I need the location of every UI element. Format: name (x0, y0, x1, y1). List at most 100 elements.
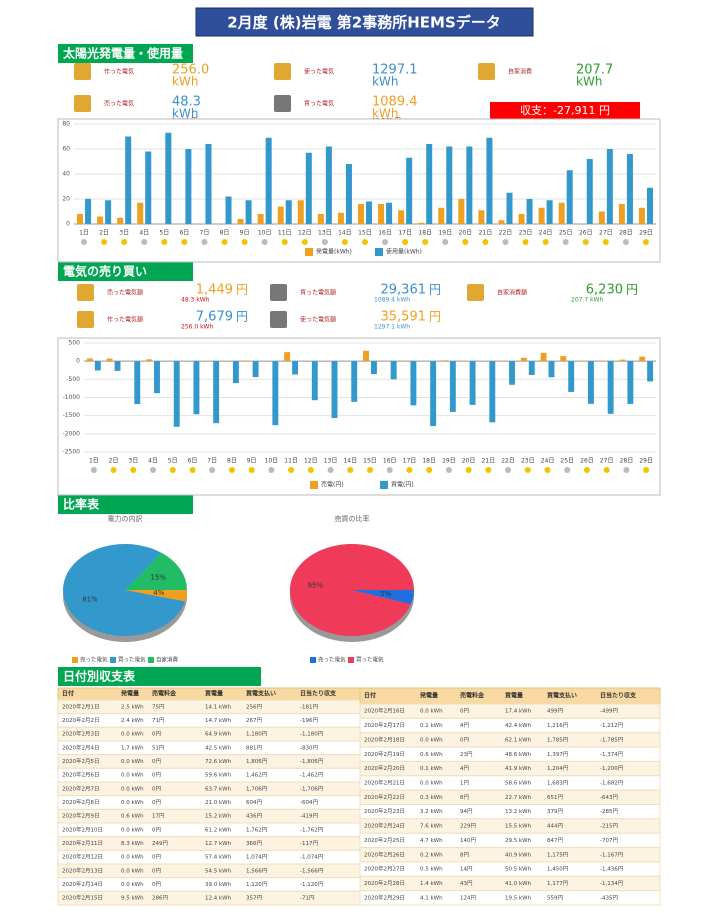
table-cell: -1,566円 (300, 867, 324, 874)
legend-label: 発電量(kWh) (316, 248, 352, 256)
table-cell: 8円 (460, 851, 469, 858)
bar (639, 356, 646, 362)
table-cell: 0円 (152, 881, 161, 888)
table-cell: 2020年2月11日 (62, 839, 103, 847)
kpi-value: 29,361 (381, 283, 427, 298)
table-cell: 0円 (152, 799, 161, 806)
table-cell: 651円 (547, 794, 563, 801)
y-tick-label: -500 (66, 376, 80, 383)
bar (520, 357, 527, 362)
weather-icon (101, 239, 108, 245)
table-cell: 559円 (547, 894, 563, 901)
x-tick-label: 17日 (398, 230, 412, 237)
kpi-icon (274, 63, 291, 80)
weather-icon (406, 467, 413, 473)
table-cell: 0.0 kWh (121, 800, 144, 806)
table-cell: 1,177円 (547, 880, 569, 887)
x-tick-label: 13日 (324, 458, 338, 465)
table-cell: 15.5 kWh (505, 824, 532, 830)
bar (526, 199, 533, 224)
x-tick-label: 21日 (482, 458, 496, 465)
table-cell: 21.0 kWh (205, 800, 232, 806)
bar (627, 361, 634, 404)
weather-icon (426, 467, 433, 473)
weather-icon (321, 239, 328, 245)
x-tick-label: 26日 (579, 230, 593, 237)
x-tick-label: 25日 (559, 230, 573, 237)
legend-swatch (348, 657, 354, 663)
table-cell: -643円 (600, 794, 618, 801)
table-cell: 1,175円 (547, 851, 569, 858)
table-cell: 0.0 kWh (121, 759, 144, 765)
x-tick-label: 6日 (188, 458, 198, 465)
x-tick-label: 16日 (383, 458, 397, 465)
x-tick-label: 16日 (378, 230, 392, 237)
bar (145, 151, 152, 224)
bar (125, 136, 132, 224)
kpi-icon (270, 284, 287, 301)
table-cell: 2020年2月29日 (364, 893, 405, 901)
table-cell: 41.9 kWh (505, 766, 532, 772)
bar (568, 361, 575, 392)
table-cell: -1,212円 (600, 722, 624, 729)
table-cell: 0.6 kWh (420, 752, 443, 758)
table-cell: 48.6 kWh (505, 752, 532, 758)
bar (244, 360, 251, 362)
x-tick-label: 23日 (519, 230, 533, 237)
table-cell: 2020年2月8日 (62, 798, 100, 806)
table-cell: 2020年2月2日 (62, 716, 100, 724)
table-cell: -1,682円 (600, 779, 624, 786)
bar (185, 149, 192, 224)
x-tick-label: 7日 (200, 230, 210, 237)
weather-icon (542, 239, 549, 245)
x-tick-label: 8日 (220, 230, 230, 237)
table-cell: 4円 (460, 765, 469, 772)
weather-icon (582, 239, 589, 245)
kpi-label: 使った電気 (304, 68, 334, 76)
bar (232, 361, 239, 384)
table-cell: 1,683円 (547, 779, 569, 786)
bar (390, 361, 397, 380)
y-tick-label: 40 (62, 171, 70, 178)
legend-label: 使用量(kWh) (386, 248, 422, 256)
y-tick-label: 500 (69, 340, 81, 347)
table-cell: 2020年2月6日 (62, 771, 100, 779)
table-cell: 2020年2月23日 (364, 807, 405, 815)
table-cell: 2020年2月25日 (364, 836, 405, 844)
kpi-label: 使った電気額 (300, 316, 336, 324)
table-cell: -1,762円 (300, 826, 324, 833)
kpi-unit: kWh (172, 107, 198, 121)
table-cell: -1,167円 (600, 851, 624, 858)
bar (237, 219, 244, 224)
table-cell: 14円 (460, 866, 473, 873)
kpi-value: 1089.4 (372, 95, 418, 110)
table-cell: 0.0 kWh (121, 882, 144, 888)
kpi-unit: 円 (429, 283, 441, 297)
section-header-bg (58, 495, 193, 514)
weather-icon (422, 239, 429, 245)
bar (305, 152, 312, 224)
kpi-icon (74, 95, 91, 112)
table-cell: 267円 (246, 717, 262, 724)
kpi-label: 売った電気 (104, 100, 134, 108)
x-tick-label: 29日 (639, 458, 653, 465)
table-cell: 29.5 kWh (505, 838, 532, 844)
bar (386, 202, 393, 224)
table-cell: 75円 (152, 703, 165, 710)
table-cell: 23円 (460, 751, 473, 758)
table-cell: 0.0 kWh (121, 855, 144, 861)
table-cell: 1,397円 (547, 751, 569, 758)
x-tick-label: 15日 (363, 458, 377, 465)
table-cell: 14.1 kWh (205, 704, 232, 710)
table-cell: 40.9 kWh (505, 852, 532, 858)
weather-icon (622, 239, 629, 245)
kpi-value: 256.0 (172, 63, 209, 78)
x-tick-label: 7日 (207, 458, 217, 465)
table-cell: 19.5 kWh (505, 895, 532, 901)
pie-value-label: 4% (153, 589, 164, 597)
bar (378, 204, 385, 224)
table-cell: 1,074円 (246, 854, 268, 861)
table-cell: 366円 (246, 840, 262, 847)
balance: 収支：-27,911 円 (520, 104, 610, 117)
x-tick-label: 21日 (479, 230, 493, 237)
